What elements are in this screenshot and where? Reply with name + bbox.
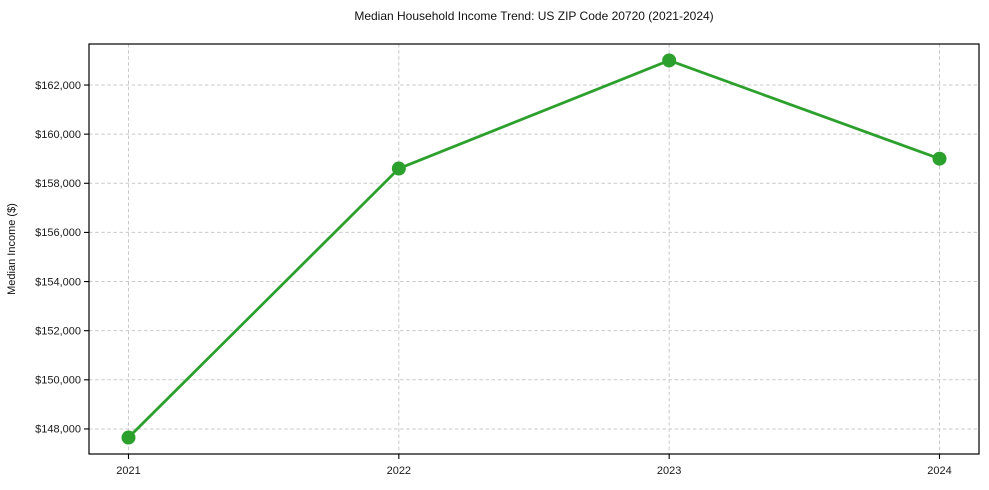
data-point-marker bbox=[391, 161, 406, 176]
data-point-marker bbox=[121, 430, 136, 445]
y-tick-label: $156,000 bbox=[35, 227, 81, 239]
x-tick-label: 2023 bbox=[657, 465, 681, 477]
x-tick-label: 2021 bbox=[116, 465, 140, 477]
y-tick-label: $152,000 bbox=[35, 325, 81, 337]
chart-title: Median Household Income Trend: US ZIP Co… bbox=[354, 9, 714, 23]
y-tick-label: $160,000 bbox=[35, 129, 81, 141]
trend-line bbox=[127, 59, 941, 439]
x-tick-label: 2024 bbox=[927, 465, 951, 477]
y-tick-label: $150,000 bbox=[35, 375, 81, 387]
plot-border bbox=[88, 43, 980, 455]
data-point-marker bbox=[662, 53, 677, 68]
y-tick-label: $158,000 bbox=[35, 178, 81, 190]
y-tick-label: $154,000 bbox=[35, 276, 81, 288]
y-tick-label: $162,000 bbox=[35, 80, 81, 92]
x-tick-label: 2022 bbox=[387, 465, 411, 477]
y-tick-label: $148,000 bbox=[35, 424, 81, 436]
data-point-marker bbox=[932, 151, 947, 166]
